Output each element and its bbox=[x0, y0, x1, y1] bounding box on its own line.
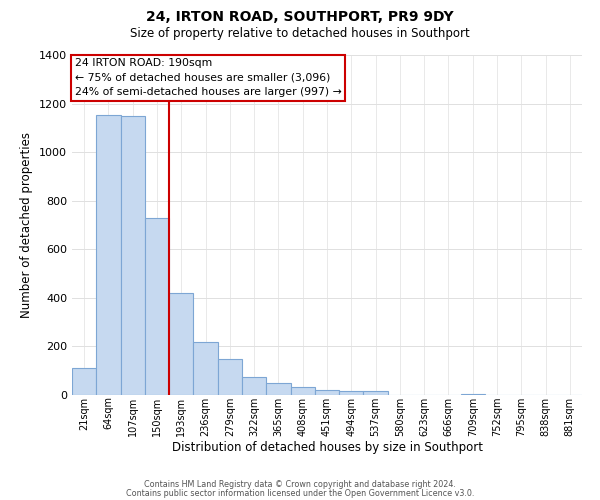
Bar bbox=[72, 368, 96, 395]
Text: 24 IRTON ROAD: 190sqm
← 75% of detached houses are smaller (3,096)
24% of semi-d: 24 IRTON ROAD: 190sqm ← 75% of detached … bbox=[74, 58, 341, 97]
Bar bbox=[121, 116, 145, 395]
Bar bbox=[169, 293, 193, 395]
Text: Contains HM Land Registry data © Crown copyright and database right 2024.: Contains HM Land Registry data © Crown c… bbox=[144, 480, 456, 489]
Bar bbox=[266, 383, 290, 395]
Bar bbox=[315, 390, 339, 395]
Bar bbox=[242, 377, 266, 395]
Bar bbox=[364, 392, 388, 395]
X-axis label: Distribution of detached houses by size in Southport: Distribution of detached houses by size … bbox=[172, 442, 482, 454]
Text: Contains public sector information licensed under the Open Government Licence v3: Contains public sector information licen… bbox=[126, 488, 474, 498]
Bar bbox=[193, 342, 218, 395]
Bar bbox=[145, 218, 169, 395]
Text: Size of property relative to detached houses in Southport: Size of property relative to detached ho… bbox=[130, 28, 470, 40]
Text: 24, IRTON ROAD, SOUTHPORT, PR9 9DY: 24, IRTON ROAD, SOUTHPORT, PR9 9DY bbox=[146, 10, 454, 24]
Bar bbox=[96, 114, 121, 395]
Y-axis label: Number of detached properties: Number of detached properties bbox=[20, 132, 34, 318]
Bar bbox=[218, 358, 242, 395]
Bar bbox=[461, 394, 485, 395]
Bar bbox=[339, 392, 364, 395]
Bar bbox=[290, 386, 315, 395]
